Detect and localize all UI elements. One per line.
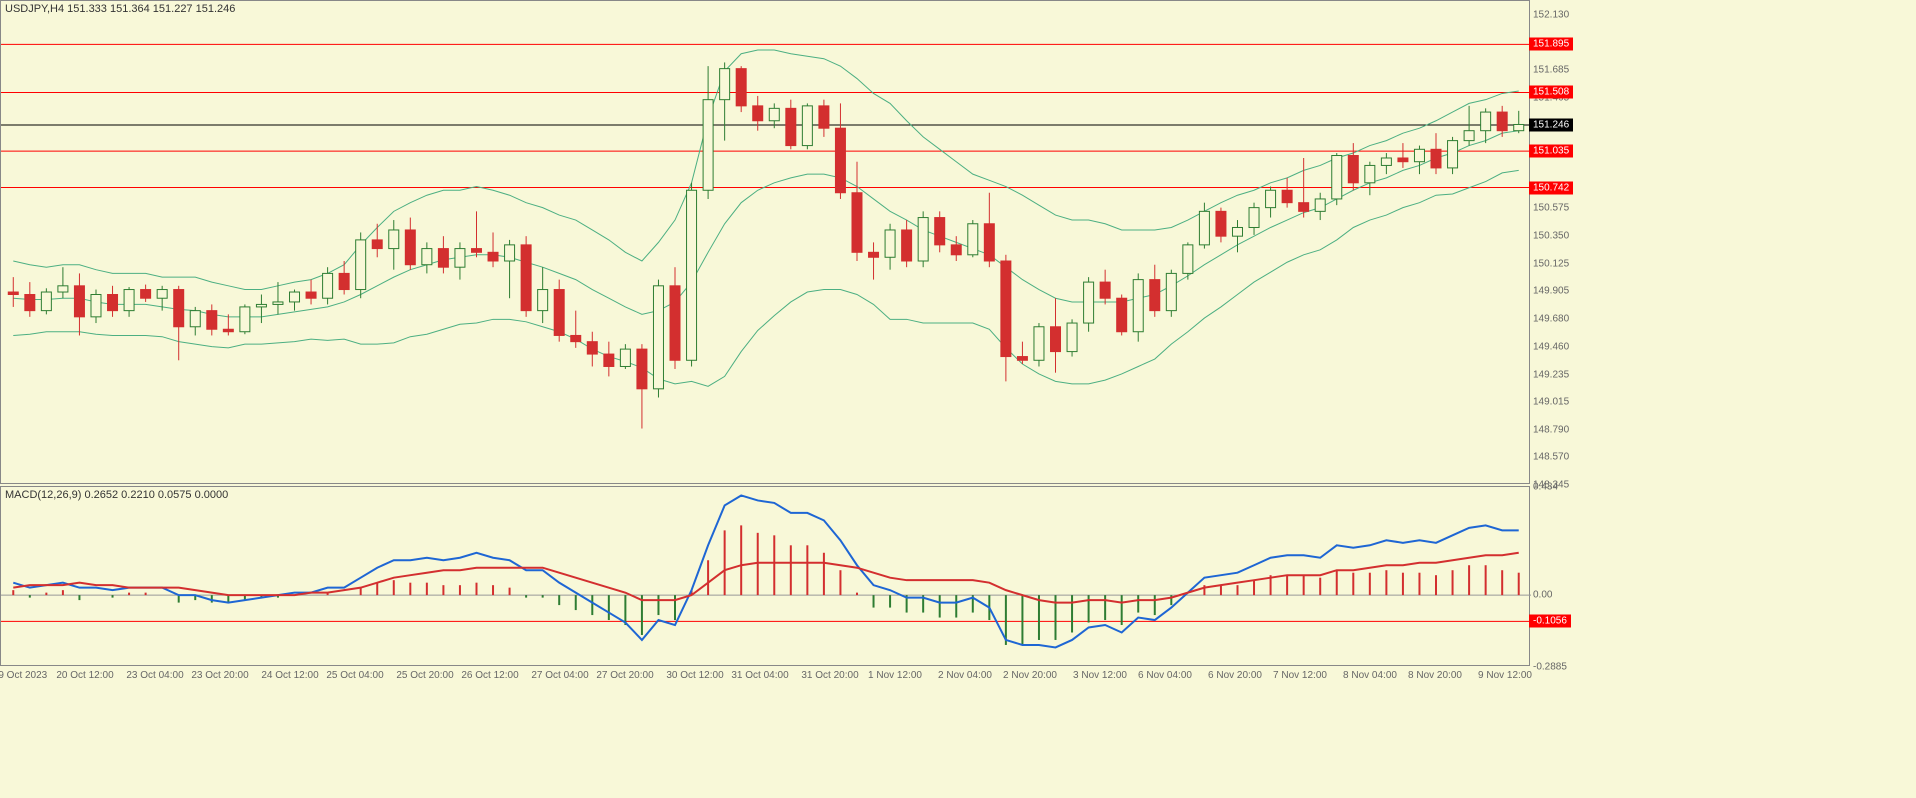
x-tick: 19 Oct 2023 xyxy=(0,670,47,681)
macd-ytick: 0.434 xyxy=(1533,482,1558,493)
x-tick: 9 Nov 12:00 xyxy=(1478,670,1532,681)
macd-panel[interactable]: MACD(12,26,9) 0.2652 0.2210 0.0575 0.000… xyxy=(0,486,1530,666)
x-tick: 31 Oct 20:00 xyxy=(801,670,858,681)
price-panel[interactable]: USDJPY,H4 151.333 151.364 151.227 151.24… xyxy=(0,0,1530,484)
x-axis: 19 Oct 2023 20 Oct 12:00 23 Oct 04:00 23 Oc… xyxy=(0,668,1530,684)
macd-svg xyxy=(1,487,1531,667)
price-hline-label: 151.895 xyxy=(1529,38,1573,51)
price-ytick: 151.685 xyxy=(1533,65,1569,76)
chart-container: USDJPY,H4 151.333 151.364 151.227 151.24… xyxy=(0,0,1916,798)
x-tick: 24 Oct 12:00 xyxy=(261,670,318,681)
macd-ytick: -0.2885 xyxy=(1533,662,1567,673)
x-tick: 27 Oct 20:00 xyxy=(596,670,653,681)
macd-yaxis: 0.4340.00-0.2885-0.1056 xyxy=(1529,487,1585,665)
price-ytick: 150.350 xyxy=(1533,231,1569,242)
x-tick: 6 Nov 04:00 xyxy=(1138,670,1192,681)
price-svg xyxy=(1,1,1531,485)
x-tick: 1 Nov 12:00 xyxy=(868,670,922,681)
price-ytick: 149.680 xyxy=(1533,314,1569,325)
x-tick: 8 Nov 04:00 xyxy=(1343,670,1397,681)
price-hline-label: 150.742 xyxy=(1529,181,1573,194)
x-tick: 31 Oct 04:00 xyxy=(731,670,788,681)
x-tick: 2 Nov 20:00 xyxy=(1003,670,1057,681)
x-tick: 3 Nov 12:00 xyxy=(1073,670,1127,681)
price-title: USDJPY,H4 151.333 151.364 151.227 151.24… xyxy=(5,3,235,15)
price-ytick: 149.460 xyxy=(1533,341,1569,352)
x-tick: 23 Oct 04:00 xyxy=(126,670,183,681)
x-tick: 20 Oct 12:00 xyxy=(56,670,113,681)
x-tick: 30 Oct 12:00 xyxy=(666,670,723,681)
macd-title: MACD(12,26,9) 0.2652 0.2210 0.0575 0.000… xyxy=(5,489,228,501)
x-tick: 8 Nov 20:00 xyxy=(1408,670,1462,681)
price-hline-label: 151.035 xyxy=(1529,145,1573,158)
x-tick: 25 Oct 20:00 xyxy=(396,670,453,681)
x-tick: 7 Nov 12:00 xyxy=(1273,670,1327,681)
x-tick: 25 Oct 04:00 xyxy=(326,670,383,681)
price-ytick: 149.015 xyxy=(1533,396,1569,407)
x-tick: 27 Oct 04:00 xyxy=(531,670,588,681)
macd-ytick: 0.00 xyxy=(1533,590,1552,601)
price-yaxis: 152.130151.895151.685151.465151.035150.5… xyxy=(1529,1,1585,483)
macd-hline-label: -0.1056 xyxy=(1529,615,1571,628)
price-ytick: 149.905 xyxy=(1533,286,1569,297)
x-tick: 26 Oct 12:00 xyxy=(461,670,518,681)
x-tick: 2 Nov 04:00 xyxy=(938,670,992,681)
price-ytick: 149.235 xyxy=(1533,369,1569,380)
x-tick: 6 Nov 20:00 xyxy=(1208,670,1262,681)
price-ytick: 150.125 xyxy=(1533,259,1569,270)
price-ytick: 148.790 xyxy=(1533,424,1569,435)
x-tick: 23 Oct 20:00 xyxy=(191,670,248,681)
price-hline-label: 151.508 xyxy=(1529,86,1573,99)
price-ytick: 150.575 xyxy=(1533,203,1569,214)
price-ytick: 152.130 xyxy=(1533,10,1569,21)
current-price-label: 151.246 xyxy=(1529,118,1573,131)
price-ytick: 148.570 xyxy=(1533,452,1569,463)
